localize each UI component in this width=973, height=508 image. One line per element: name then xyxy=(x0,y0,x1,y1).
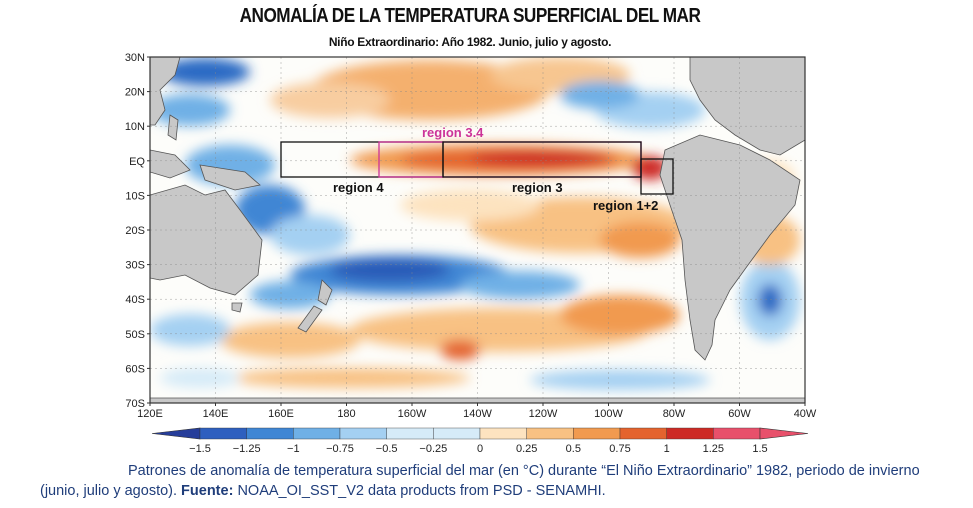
region-1-2-label: region 1+2 xyxy=(593,198,658,213)
grid-lines xyxy=(150,57,805,403)
lat-label-10: 70S xyxy=(125,398,145,410)
nz-south-land xyxy=(297,305,323,333)
map-plot-area xyxy=(150,57,805,403)
longitude-labels: 120E 140E 160E 180 160W 140W 120W 100W 80W 60W 40W xyxy=(137,403,817,420)
colorbar-label-5: −0.25 xyxy=(419,443,447,455)
lon-label-9: 60W xyxy=(728,408,751,420)
borneo-land xyxy=(150,149,191,179)
colorbar-label-0: −1.5 xyxy=(189,443,211,455)
lon-label-1: 140E xyxy=(203,408,229,420)
lat-label-6: 30S xyxy=(125,260,145,272)
antarctica-edge xyxy=(150,397,805,403)
colorbar-label-2: −1 xyxy=(287,443,300,455)
colorbar-label-8: 0.5 xyxy=(566,443,581,455)
lat-label-9: 60S xyxy=(125,363,145,375)
colorbar-segment-4 xyxy=(386,427,434,440)
lon-label-5: 140W xyxy=(463,408,492,420)
lat-label-5: 20S xyxy=(125,225,145,237)
colorbar-segment-7 xyxy=(526,427,574,440)
lon-label-4: 160W xyxy=(398,408,427,420)
lon-label-6: 120W xyxy=(529,408,558,420)
colorbar-label-4: −0.5 xyxy=(376,443,398,455)
lon-label-10: 40W xyxy=(794,408,817,420)
lon-label-2: 160E xyxy=(268,408,294,420)
caption-main: Patrones de anomalía de temperatura supe… xyxy=(40,463,920,499)
philippines-land xyxy=(167,114,179,141)
south-america-land xyxy=(659,134,801,361)
colorbar: −1.5 −1.25 −1 −0.75 −0.5 −0.25 0 0.25 0.5 0.75 1 1.… xyxy=(151,427,809,455)
caption-source-label: Fuente: xyxy=(181,483,234,499)
lon-label-7: 100W xyxy=(594,408,623,420)
colorbar-label-3: −0.75 xyxy=(326,443,354,455)
latitude-labels: 30N 20N 10N EQ 10S 20S 30S 40S 50S 60S 70S xyxy=(125,52,150,410)
lon-label-3: 180 xyxy=(337,408,355,420)
australia-land xyxy=(150,184,263,296)
colorbar-segment-8 xyxy=(573,427,621,440)
page-subtitle: Niño Extraordinario: Año 1982. Junio, ju… xyxy=(328,35,612,49)
asia-land xyxy=(150,57,181,126)
nz-north-land xyxy=(317,279,333,306)
colorbar-label-7: 0.25 xyxy=(516,443,537,455)
colorbar-segment-9 xyxy=(619,427,667,440)
lat-label-4: 10S xyxy=(125,190,145,202)
land-masses xyxy=(150,57,805,403)
colorbar-segment-0 xyxy=(199,427,247,440)
colorbar-arrow-left xyxy=(151,427,201,440)
lat-label-7: 40S xyxy=(125,294,145,306)
region-3-label: region 3 xyxy=(512,180,563,195)
figure-caption: Patrones de anomalía de temperatura supe… xyxy=(40,461,940,501)
colorbar-segment-5 xyxy=(433,427,481,440)
colorbar-segment-1 xyxy=(246,427,294,440)
caption-source: NOAA_OI_SST_V2 data products from PSD - … xyxy=(237,483,606,499)
region-4-label: region 4 xyxy=(333,180,384,195)
lat-label-8: 50S xyxy=(125,329,145,341)
north-america-land xyxy=(689,57,805,156)
colorbar-segment-10 xyxy=(666,427,714,440)
lat-label-2: 10N xyxy=(125,121,145,133)
nino-regions xyxy=(280,141,674,195)
colorbar-label-11: 1.25 xyxy=(703,443,724,455)
page-title: ANOMALÍA DE LA TEMPERATURA SUPERFICIAL D… xyxy=(239,5,701,27)
anomaly-field xyxy=(150,57,800,390)
lon-label-0: 120E xyxy=(137,408,163,420)
lon-label-8: 80W xyxy=(663,408,686,420)
tasmania-land xyxy=(231,302,243,313)
region-labels: region 3.4 region 4 region 3 region 1+2 xyxy=(333,125,658,213)
region-3-4-label: region 3.4 xyxy=(422,125,484,140)
colorbar-label-1: −1.25 xyxy=(233,443,261,455)
colorbar-label-12: 1.5 xyxy=(752,443,767,455)
colorbar-segment-11 xyxy=(713,427,761,440)
colorbar-label-10: 1 xyxy=(664,443,670,455)
colorbar-arrow-right xyxy=(759,427,809,440)
lat-label-3: EQ xyxy=(129,156,145,168)
new-guinea-land xyxy=(199,164,261,191)
colorbar-label-6: 0 xyxy=(477,443,483,455)
region-1-2-box xyxy=(640,158,674,195)
colorbar-segment-3 xyxy=(339,427,387,440)
colorbar-label-9: 0.75 xyxy=(609,443,630,455)
colorbar-segment-2 xyxy=(293,427,341,440)
colorbar-segment-6 xyxy=(479,427,527,440)
lat-label-1: 20N xyxy=(125,87,145,99)
lat-label-0: 30N xyxy=(125,52,145,64)
